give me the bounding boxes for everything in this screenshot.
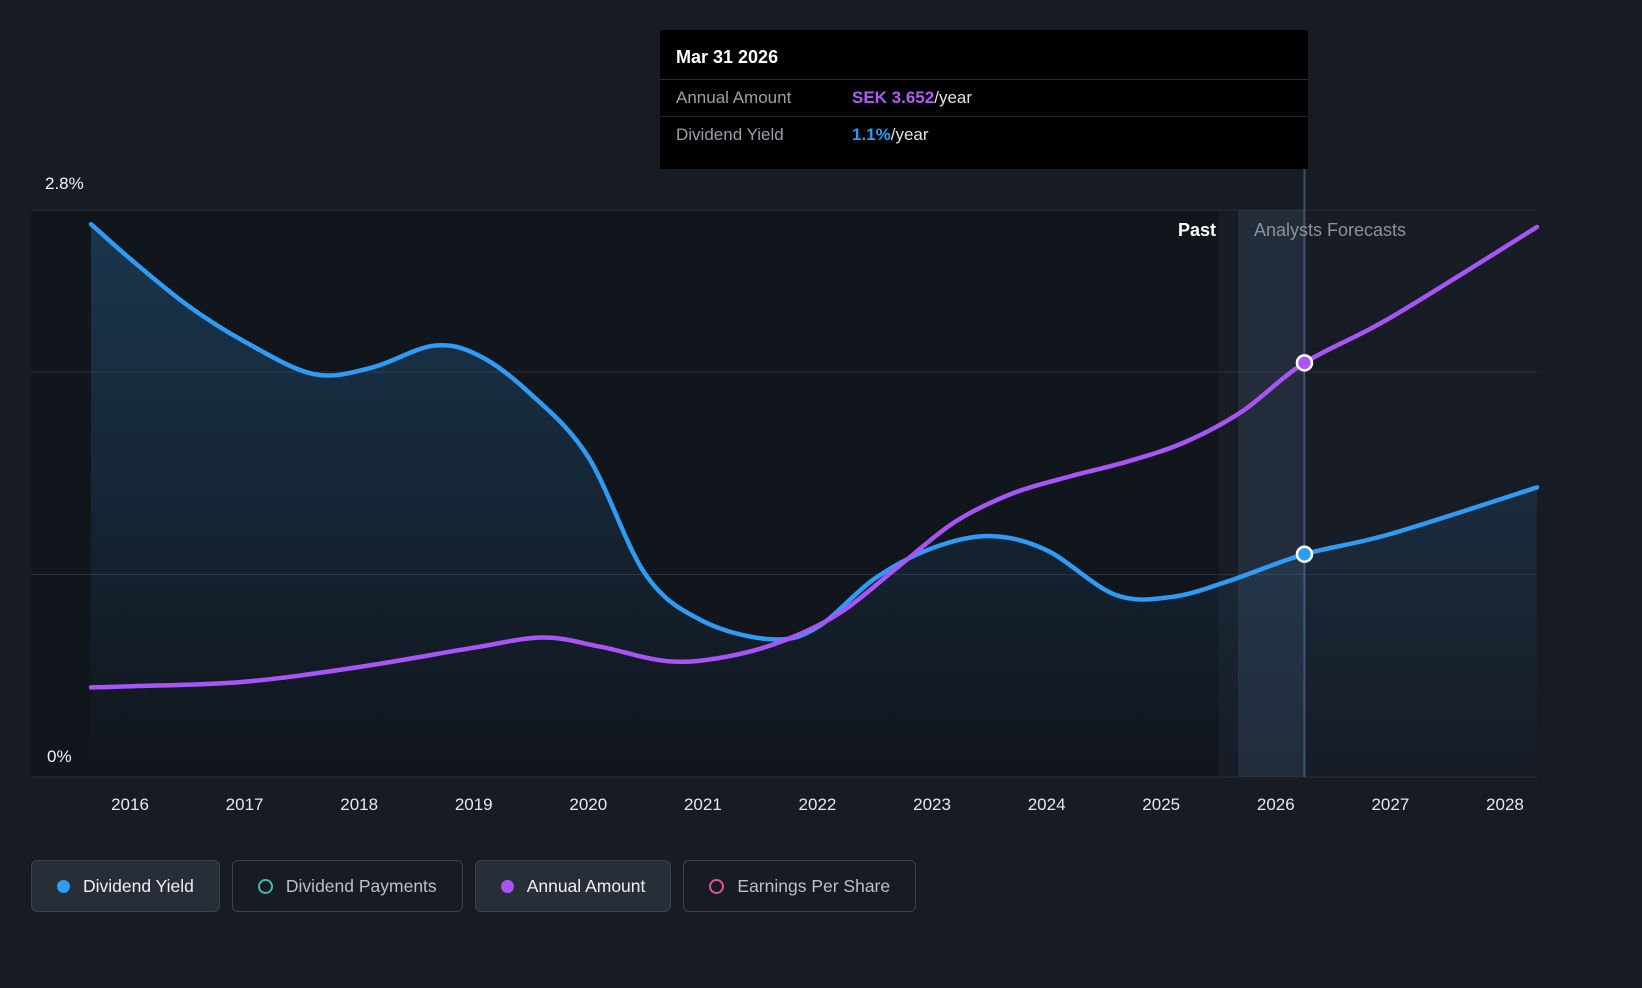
legend: Dividend Yield Dividend Payments Annual …	[31, 860, 917, 912]
annual-amount-marker[interactable]	[1295, 354, 1314, 372]
dividend-yield-area	[91, 224, 1537, 777]
x-tick-label: 2024	[1027, 795, 1066, 814]
y-axis-label-top: 2.8%	[45, 174, 84, 193]
analysts-forecasts-label: Analysts Forecasts	[1254, 220, 1407, 240]
legend-dividend-payments[interactable]: Dividend Payments	[231, 860, 463, 912]
y-axis-label-bottom: 0%	[47, 747, 72, 766]
tooltip-value: 1.1%	[852, 125, 891, 144]
x-tick-label: 2017	[225, 795, 264, 814]
dividend-yield-dot-icon	[57, 879, 70, 893]
annual-amount-line	[88, 224, 1540, 690]
past-label: Past	[1178, 220, 1217, 240]
x-axis: 2016 2017 2018 2019 2020 2021 2022 2023 2024 2025…	[0, 795, 1642, 821]
x-tick-label: 2019	[454, 795, 493, 814]
x-tick-label: 2026	[1256, 795, 1295, 814]
tooltip-suffix: /year	[890, 125, 929, 144]
dividend-yield-line	[88, 221, 1540, 642]
legend-earnings-per-share[interactable]: Earnings Per Share	[683, 860, 917, 912]
tooltip-row-dividend-yield: Dividend Yield 1.1%/year	[660, 117, 1308, 153]
legend-dividend-yield[interactable]: Dividend Yield	[31, 860, 220, 912]
x-tick-label: 2028	[1486, 795, 1524, 814]
x-tick-label: 2023	[913, 795, 951, 814]
dividend-payments-circle-icon	[257, 878, 273, 894]
tooltip-label: Dividend Yield	[676, 125, 784, 144]
legend-label: Dividend Payments	[285, 875, 437, 896]
earnings-per-share-circle-icon	[709, 878, 725, 894]
dividend-yield-marker[interactable]	[1295, 545, 1314, 563]
x-tick-label: 2021	[683, 795, 722, 814]
tooltip-date: Mar 31 2026	[660, 43, 1308, 80]
annual-amount-dot-icon	[500, 879, 514, 893]
x-tick-label: 2018	[340, 795, 379, 814]
x-tick-label: 2022	[798, 795, 837, 814]
tooltip-row-annual-amount: Annual Amount SEK 3.652/year	[660, 80, 1308, 117]
tooltip-suffix: /year	[934, 88, 973, 107]
legend-label: Annual Amount	[526, 875, 646, 896]
x-tick-label: 2027	[1371, 795, 1410, 814]
legend-label: Earnings Per Share	[737, 875, 891, 896]
x-tick-label: 2016	[111, 795, 149, 814]
tooltip-label: Annual Amount	[676, 88, 792, 107]
chart-tooltip: Mar 31 2026 Annual Amount SEK 3.652/year…	[660, 30, 1308, 169]
legend-annual-amount[interactable]: Annual Amount	[474, 860, 672, 912]
legend-label: Dividend Yield	[83, 875, 194, 896]
x-tick-label: 2025	[1142, 795, 1181, 814]
x-tick-label: 2020	[569, 795, 608, 814]
tooltip-value: SEK 3.652	[852, 88, 935, 107]
